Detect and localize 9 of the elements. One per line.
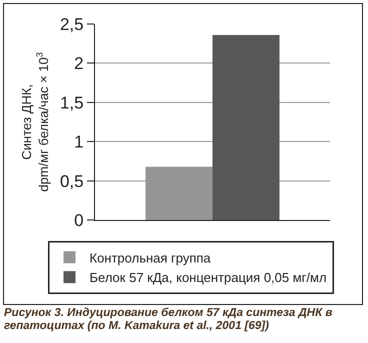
text: Рисунок 3. Индуцирование белком 57 кДа синтеза ДНК в гепатоцитах (по M. Kamakura et al., 2001 [69]) <box>4 307 334 333</box>
y-tick-label: 0 <box>74 210 84 230</box>
legend-label: Белок 57 кДа, концентрация 0,05 мг/мл <box>90 270 327 286</box>
y-tick-label: 2 <box>74 54 84 74</box>
legend-label: Контрольная группа <box>90 250 212 266</box>
y-tick-label: 0,5 <box>60 172 84 191</box>
y-tick-label: 1,5 <box>60 93 84 112</box>
y-tick-label: 2,5 <box>60 14 84 34</box>
y-tick-label: 1 <box>74 132 84 152</box>
